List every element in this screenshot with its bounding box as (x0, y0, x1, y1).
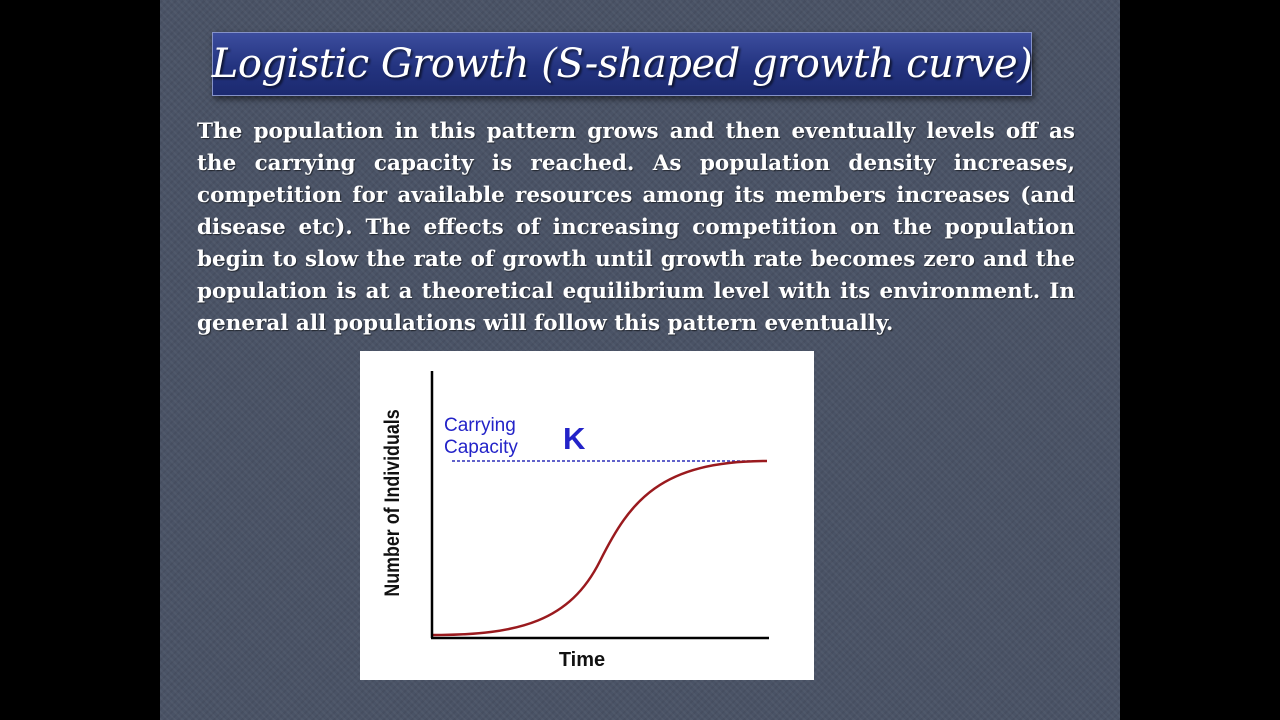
slide: Logistic Growth (S-shaped growth curve) … (160, 0, 1120, 720)
x-axis-label: Time (559, 649, 605, 671)
capacity-symbol: K (563, 421, 586, 456)
title-banner: Logistic Growth (S-shaped growth curve) (211, 32, 1033, 96)
capacity-label-line1: Carrying (444, 415, 516, 436)
capacity-label-line2: Capacity (444, 437, 518, 458)
y-axis-label: Number of Individuals (381, 409, 405, 596)
logistic-growth-diagram: Carrying Capacity K Time Number of Indiv… (360, 351, 814, 680)
slide-title: Logistic Growth (S-shaped growth curve) (211, 41, 1033, 87)
diagram-svg: Carrying Capacity K Time Number of Indiv… (381, 371, 769, 671)
body-paragraph: The population in this pattern grows and… (197, 119, 1075, 336)
logistic-curve (432, 459, 768, 637)
